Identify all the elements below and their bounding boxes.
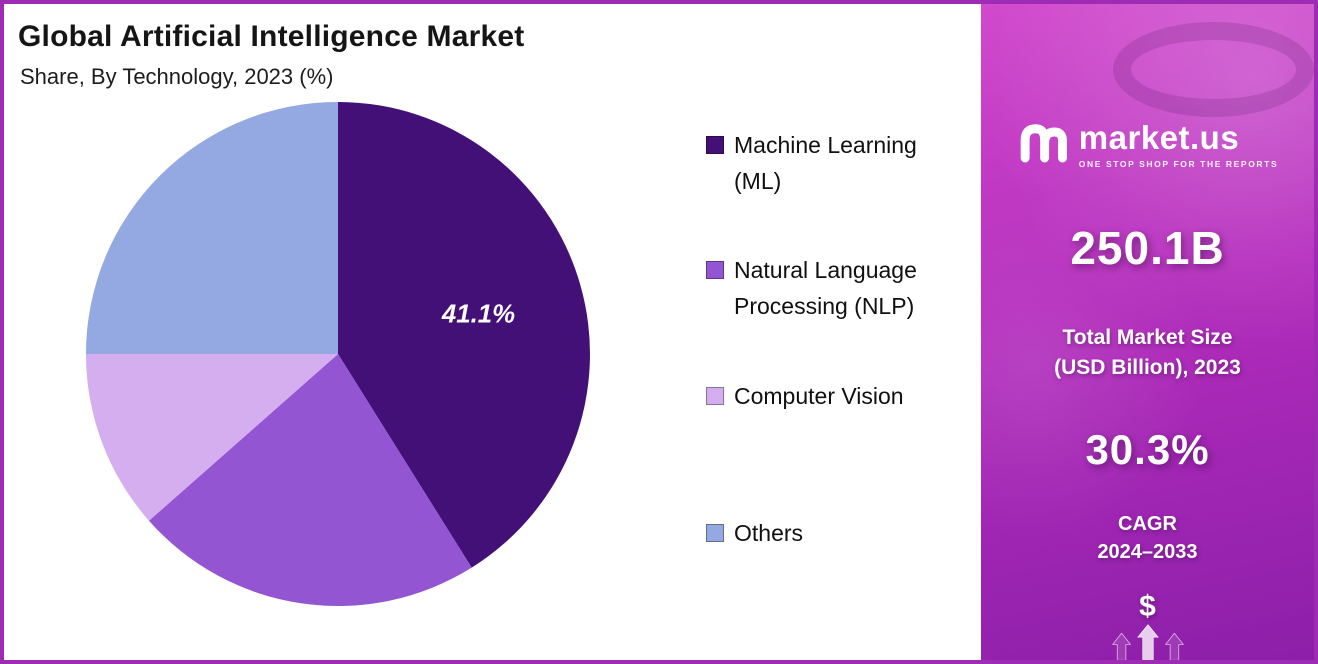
legend-item-nlp: Natural Language Processing (NLP) (706, 253, 962, 324)
legend-label: Others (734, 520, 804, 547)
up-arrows-icon (1111, 623, 1184, 660)
brand-text: market.us ONE STOP SHOP FOR THE REPORTS (1079, 121, 1278, 169)
legend-label: Computer Vision (734, 382, 904, 409)
legend-swatch-machine-learning (706, 136, 724, 154)
brand-name: market.us (1078, 118, 1240, 156)
market-us-logo-icon (1020, 124, 1067, 163)
legend-item-computer-vision: Computer Vision (706, 379, 962, 415)
cagr-value: 30.3% (1085, 425, 1210, 473)
chart-legend: Machine Learning (ML) Natural Language P… (706, 128, 962, 552)
pie-data-label: 41.1% (441, 301, 515, 329)
chart-panel: Global Artificial Intelligence Market Sh… (4, 4, 981, 660)
market-size-label-line1: Total Market Size (1062, 325, 1233, 349)
legend-swatch-others (706, 524, 724, 543)
pie-slice-0 (338, 101, 590, 568)
pie-chart: 41.1% (85, 101, 590, 607)
cagr-label-block: CAGR 2024–2033 (1097, 510, 1197, 566)
brand-sidebar: market.us ONE STOP SHOP FOR THE REPORTS … (981, 4, 1314, 660)
legend-item-others: Others (706, 516, 962, 552)
cagr-period: 2024–2033 (1097, 540, 1198, 563)
legend-swatch-computer-vision (706, 386, 724, 405)
pie-slice-3 (85, 101, 338, 354)
legend-item-machine-learning: Machine Learning (ML) (706, 128, 962, 199)
cagr-label: CAGR (1118, 512, 1177, 535)
page-title: Global Artificial Intelligence Market (18, 20, 525, 53)
pie-slice-1 (148, 354, 472, 607)
legend-label: Machine Learning (ML) (734, 132, 917, 194)
brand-tagline: ONE STOP SHOP FOR THE REPORTS (1078, 158, 1279, 169)
chart-subtitle: Share, By Technology, 2023 (%) (20, 64, 334, 89)
chart-row: 41.1% Machine Learning (ML) Natural Lang… (4, 96, 981, 612)
decorative-circle (1113, 22, 1314, 117)
pie-slice-2 (85, 354, 338, 521)
market-size-label: Total Market Size (USD Billion), 2023 (1054, 323, 1241, 384)
brand-lockup: market.us ONE STOP SHOP FOR THE REPORTS (1017, 119, 1278, 171)
market-size-value: 250.1B (1070, 221, 1225, 274)
legend-swatch-nlp (706, 261, 724, 280)
dollar-icon: $ (1139, 589, 1156, 623)
legend-label: Natural Language Processing (NLP) (734, 257, 917, 319)
market-size-label-line2: (USD Billion), 2023 (1054, 356, 1241, 380)
